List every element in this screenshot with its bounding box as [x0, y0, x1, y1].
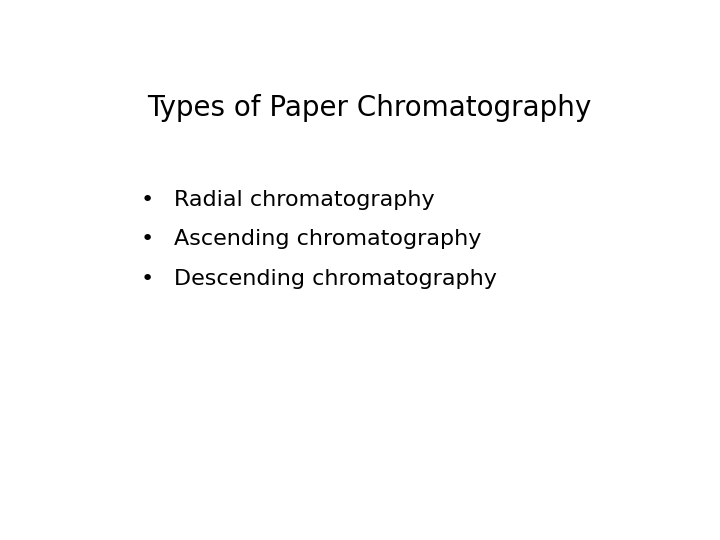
Text: Descending chromatography: Descending chromatography [174, 268, 497, 288]
Text: Ascending chromatography: Ascending chromatography [174, 229, 481, 249]
Text: •: • [140, 268, 153, 288]
Text: Types of Paper Chromatography: Types of Paper Chromatography [147, 94, 591, 122]
Text: Radial chromatography: Radial chromatography [174, 190, 434, 210]
Text: •: • [140, 190, 153, 210]
Text: •: • [140, 229, 153, 249]
